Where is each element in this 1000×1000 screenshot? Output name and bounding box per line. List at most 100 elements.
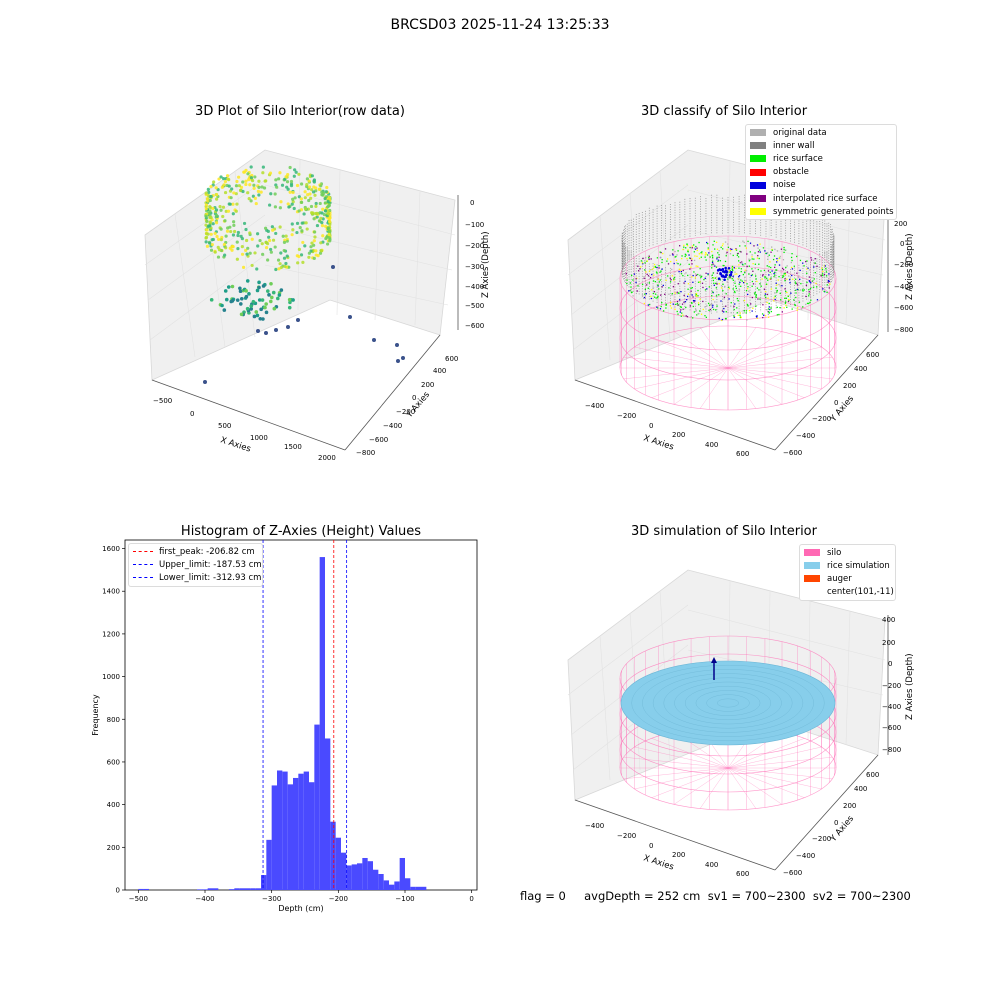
- data-point: [681, 257, 683, 260]
- data-point: [264, 310, 269, 315]
- data-point: [767, 297, 769, 299]
- data-point: [816, 286, 818, 288]
- data-point: [738, 264, 740, 266]
- data-point: [226, 285, 231, 289]
- data-point: [327, 196, 332, 200]
- data-point: [661, 268, 663, 270]
- silo-spoke: [673, 367, 729, 405]
- data-point: [714, 277, 716, 279]
- data-point: [690, 293, 692, 295]
- data-point: [672, 286, 675, 288]
- data-point: [652, 280, 655, 282]
- data-point: [732, 288, 734, 290]
- data-point: [783, 251, 785, 254]
- data-point: [784, 302, 787, 304]
- data-point: [231, 212, 235, 216]
- data-point: [690, 302, 693, 304]
- z-tick: 400: [882, 616, 895, 624]
- histogram-bar: [378, 873, 384, 890]
- data-point: [746, 303, 749, 306]
- data-point: [326, 212, 331, 216]
- data-point: [778, 283, 780, 286]
- data-point: [241, 265, 246, 269]
- data-point: [659, 251, 661, 253]
- data-point: [805, 295, 807, 298]
- data-point: [219, 238, 223, 242]
- data-point: [775, 269, 778, 271]
- plot2-title: 3D classify of Silo Interior: [640, 104, 808, 119]
- data-point: [773, 297, 775, 299]
- data-point: [767, 313, 770, 316]
- data-point: [268, 238, 272, 243]
- data-point: [724, 260, 727, 263]
- data-point: [312, 217, 316, 221]
- z-tick: −600: [882, 724, 901, 732]
- data-point: [644, 262, 646, 264]
- data-point: [686, 243, 688, 246]
- data-point: [658, 265, 660, 267]
- data-point: [260, 298, 265, 302]
- y-axis-label: Frequency: [91, 694, 100, 736]
- data-point: [252, 183, 256, 187]
- x-tick: 200: [672, 431, 685, 439]
- data-point: [659, 257, 662, 259]
- data-point: [752, 283, 755, 285]
- data-point: [676, 262, 678, 264]
- histogram-bar: [394, 881, 400, 890]
- data-point: [690, 266, 692, 268]
- data-point: [678, 245, 681, 247]
- data-point: [296, 261, 300, 265]
- data-point: [821, 268, 824, 271]
- data-point: [260, 185, 264, 189]
- data-point: [273, 192, 277, 196]
- data-point: [641, 283, 644, 286]
- data-point: [715, 309, 717, 311]
- data-point: [695, 293, 697, 296]
- data-point: [241, 180, 245, 184]
- legend-swatch: [804, 549, 820, 557]
- data-point: [221, 214, 225, 219]
- data-point: [746, 283, 748, 285]
- legend-item: auger: [800, 572, 895, 585]
- data-point: [258, 238, 262, 243]
- data-point: [783, 275, 785, 277]
- data-point: [679, 306, 682, 308]
- data-point: [720, 246, 722, 249]
- data-point: [697, 312, 699, 315]
- data-point: [256, 329, 260, 333]
- noise-point: [724, 275, 727, 278]
- x-tick: 0: [649, 422, 653, 430]
- silo-spoke: [651, 338, 729, 369]
- data-point: [316, 254, 320, 258]
- legend-item: symmetric generated points: [746, 205, 896, 218]
- data-point: [766, 293, 769, 296]
- data-point: [736, 307, 738, 309]
- reference-lines: [262, 540, 348, 890]
- y-tick: 600: [866, 771, 879, 779]
- data-point: [740, 268, 743, 270]
- data-point: [244, 227, 248, 232]
- data-point: [692, 299, 695, 302]
- data-point: [651, 268, 654, 271]
- data-point: [711, 295, 713, 297]
- data-point: [751, 310, 753, 312]
- data-point: [813, 266, 815, 268]
- silo-spoke: [623, 767, 729, 780]
- data-point: [760, 285, 762, 287]
- data-point: [208, 215, 212, 220]
- data-point: [695, 245, 697, 248]
- data-point: [228, 202, 232, 206]
- data-point: [735, 285, 737, 287]
- silo-spoke: [727, 367, 822, 390]
- data-point: [726, 251, 728, 254]
- data-point: [745, 247, 747, 249]
- data-point: [307, 198, 311, 203]
- data-point: [687, 283, 690, 285]
- data-point: [246, 191, 250, 195]
- data-point: [215, 193, 219, 197]
- data-point: [694, 248, 697, 250]
- data-point: [701, 251, 703, 253]
- data-point: [312, 256, 316, 261]
- data-point: [660, 270, 662, 272]
- data-point: [217, 248, 222, 252]
